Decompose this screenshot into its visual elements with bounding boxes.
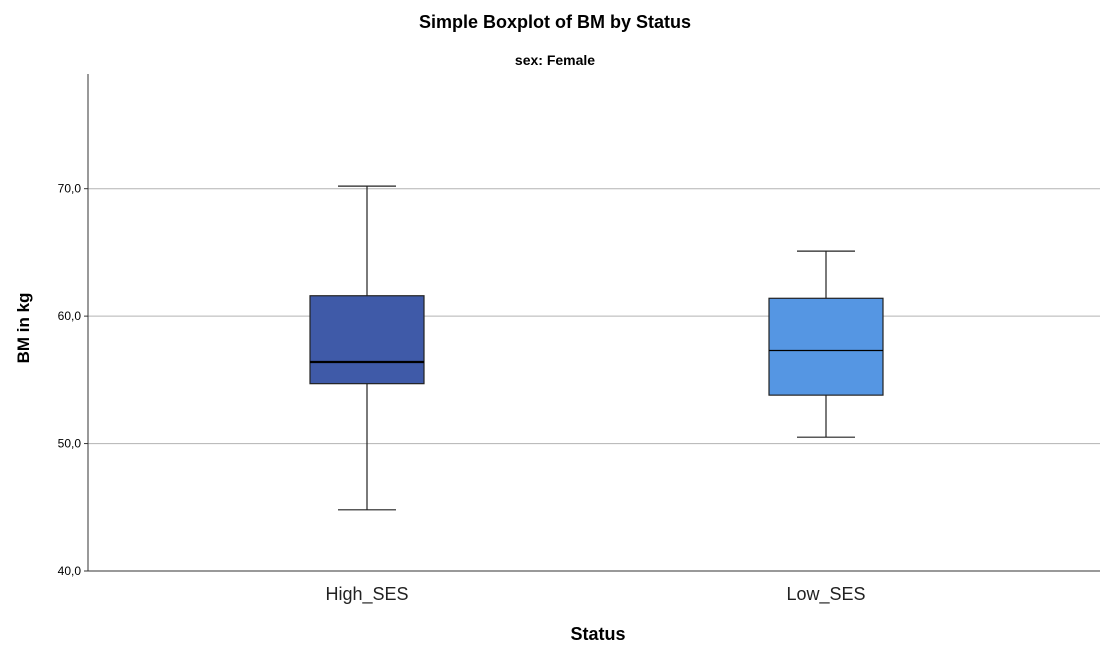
gridlines [88, 188, 1100, 445]
y-tick-label: 50,0 [58, 437, 82, 451]
axes [87, 74, 1100, 572]
box-high-ses [309, 185, 425, 511]
iqr-box [768, 297, 884, 396]
chart-subtitle: sex: Female [515, 52, 595, 68]
boxes [309, 185, 884, 511]
iqr-box [309, 295, 425, 385]
x-axis-label: Status [570, 624, 625, 644]
y-tick-label: 40,0 [58, 564, 82, 578]
y-tick-label: 60,0 [58, 309, 82, 323]
x-tick-label: High_SES [325, 584, 408, 605]
chart-title: Simple Boxplot of BM by Status [419, 12, 691, 32]
box-low-ses [768, 250, 884, 438]
x-tick-label: Low_SES [786, 584, 865, 605]
y-axis-label: BM in kg [14, 293, 33, 364]
y-tick-labels: 40,0 50,0 60,0 70,0 [58, 182, 88, 578]
y-tick-label: 70,0 [58, 182, 82, 196]
x-tick-labels: High_SES Low_SES [325, 584, 865, 605]
